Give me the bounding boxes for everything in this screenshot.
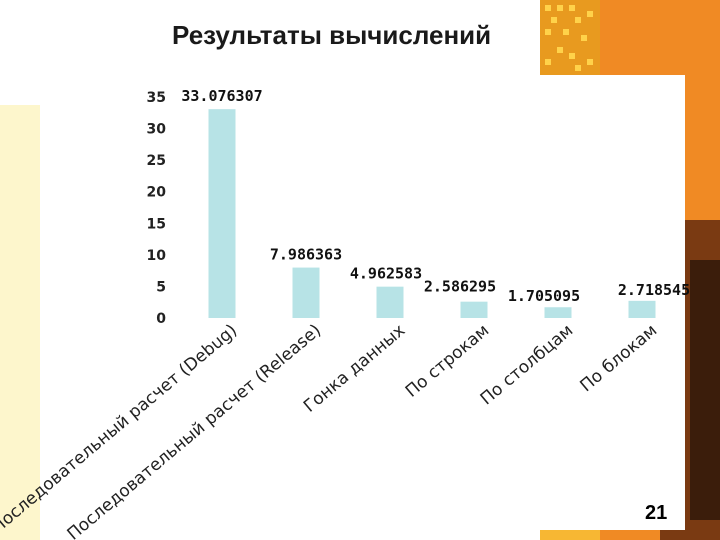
- page-number: 21: [645, 502, 667, 524]
- bar: [208, 109, 236, 318]
- left-yellow-panel: [0, 105, 40, 540]
- y-tick-label: 35: [147, 90, 166, 106]
- y-tick-label: 30: [147, 122, 167, 138]
- y-tick-label: 25: [147, 153, 166, 169]
- y-tick-label: 20: [147, 185, 167, 201]
- data-label: 7.986363: [270, 246, 342, 264]
- chart-panel: [150, 75, 685, 530]
- data-label: 2.586295: [424, 278, 496, 296]
- data-label: 33.076307: [181, 87, 262, 105]
- y-tick-label: 15: [147, 216, 166, 232]
- bar: [544, 307, 572, 318]
- bar: [460, 301, 488, 318]
- y-tick-label: 10: [147, 248, 167, 264]
- data-label: 1.705095: [508, 287, 580, 305]
- data-label: 2.718545: [618, 281, 690, 299]
- y-tick-label: 0: [156, 311, 166, 327]
- bar: [376, 286, 404, 318]
- data-label: 4.962583: [350, 265, 422, 283]
- bar: [292, 267, 320, 318]
- y-tick-label: 5: [156, 279, 166, 295]
- slide-title: Результаты вычислений: [172, 20, 491, 50]
- bar: [628, 300, 656, 318]
